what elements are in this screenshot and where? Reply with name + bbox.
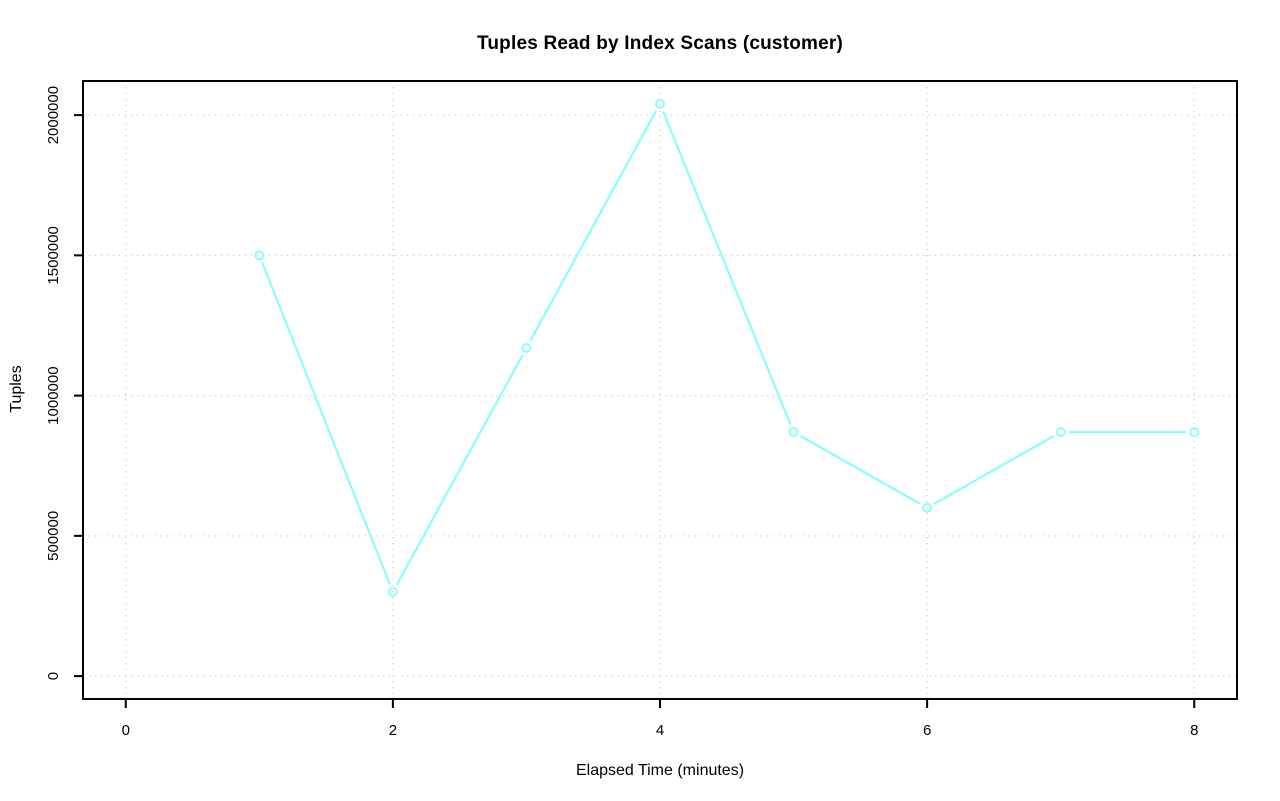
plot-border xyxy=(82,80,1238,700)
y-tick-label: 1000000 xyxy=(45,366,62,424)
y-tick-label: 0 xyxy=(45,672,62,680)
x-tick-label: 2 xyxy=(389,722,397,739)
data-point-marker xyxy=(655,98,665,109)
data-point-marker xyxy=(254,250,265,261)
y-tick-label: 1500000 xyxy=(45,226,62,284)
data-line-segment xyxy=(395,354,524,586)
x-tick-label: 0 xyxy=(122,722,130,739)
x-tick-label: 4 xyxy=(656,722,664,739)
data-line-segment xyxy=(529,110,658,342)
data-point-marker xyxy=(922,502,933,513)
data-point-marker xyxy=(387,587,398,597)
y-tick-label: 500000 xyxy=(45,511,62,561)
data-line-segment xyxy=(261,262,391,585)
x-tick-label: 8 xyxy=(1190,722,1198,739)
chart-title: Tuples Read by Index Scans (customer) xyxy=(476,33,844,54)
data-line-segment xyxy=(662,110,792,426)
x-axis-label: Elapsed Time (minutes) xyxy=(575,762,745,779)
data-line-segment xyxy=(933,435,1055,505)
x-tick-label: 6 xyxy=(923,722,931,739)
data-point-marker xyxy=(788,427,799,437)
data-point-marker xyxy=(1055,427,1066,437)
data-point-marker xyxy=(521,343,532,353)
data-line-segment xyxy=(800,435,921,505)
data-point-marker xyxy=(1189,427,1200,437)
y-tick-label: 2000000 xyxy=(45,86,62,144)
